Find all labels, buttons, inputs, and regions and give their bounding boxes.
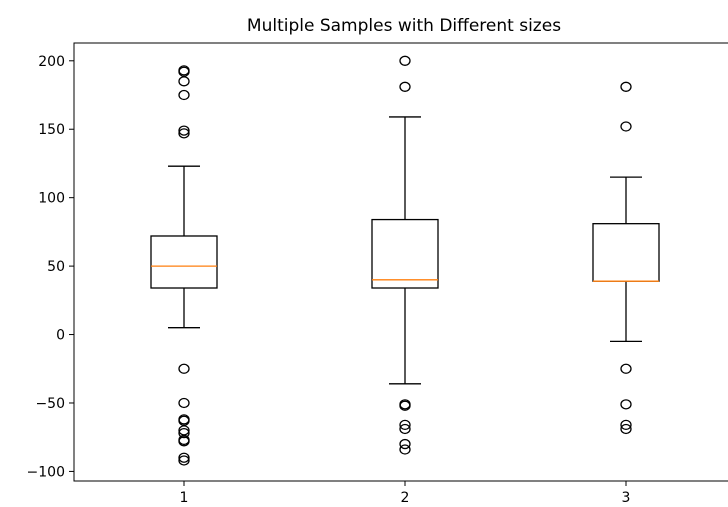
outlier-point [399,400,411,411]
outlier-point [178,452,190,463]
box-iqr [150,235,218,289]
y-tick-label: 150 [38,122,65,138]
outlier-point [399,81,411,92]
box-group-3 [592,81,660,435]
y-tick-label: 200 [38,54,65,70]
outlier-point [620,423,632,435]
outlier-point [399,438,411,450]
outlier-point [178,363,190,374]
outlier-point [620,399,632,410]
box-group-1 [150,65,218,466]
outlier-point [620,121,632,132]
outlier-point [178,436,190,447]
chart-title: Multiple Samples with Different sizes [247,16,561,36]
outlier-point [620,81,632,92]
y-tick-label: −100 [27,464,65,480]
outlier-point [178,76,190,87]
outlier-point [399,444,411,455]
outlier-point [399,55,411,66]
y-tick-label: 50 [47,259,65,275]
x-tick-label: 1 [180,490,189,506]
x-tick-label: 2 [401,490,410,506]
outlier-point [620,363,632,374]
box-series [150,55,660,466]
y-tick-label: 0 [56,328,65,344]
x-tick-label: 3 [622,490,631,506]
outlier-point [178,455,190,466]
outlier-point [178,89,190,101]
y-tick-label: 100 [38,191,65,207]
outlier-point [399,423,411,435]
x-axis: 1 2 3 [180,481,631,506]
y-tick-label: −50 [35,396,65,412]
box-iqr [371,218,439,289]
y-axis: 200 150 100 50 0 −50 −100 [27,54,74,480]
outlier-point [178,128,190,139]
outlier-point [399,419,411,431]
plot-area-frame [73,42,728,482]
outlier-point [178,125,190,136]
outlier-point [178,397,190,409]
box-group-2 [371,55,439,455]
outlier-point [178,427,190,439]
outlier-point [620,419,632,431]
